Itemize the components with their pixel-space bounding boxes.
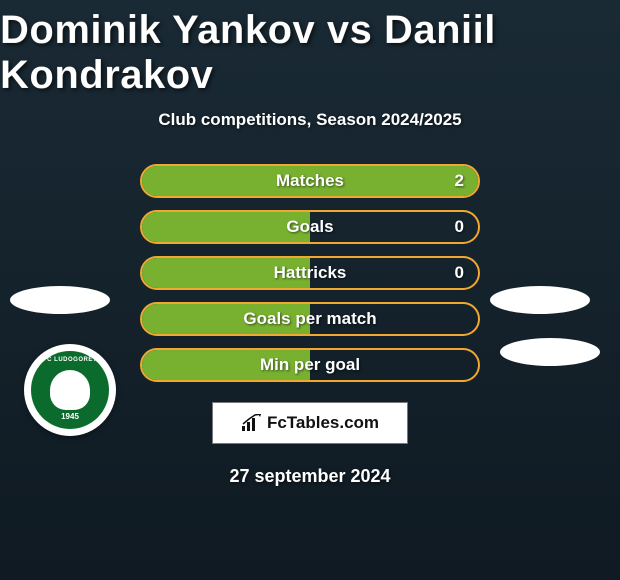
player-photo-right-placeholder-1 [490,286,590,314]
stat-row: Goals per match [140,302,480,336]
stat-label: Hattricks [274,263,347,283]
brand-box[interactable]: FcTables.com [212,402,408,444]
stat-label: Goals per match [243,309,376,329]
date-text: 27 september 2024 [229,466,390,487]
subtitle: Club competitions, Season 2024/2025 [158,110,461,130]
brand-text: FcTables.com [267,413,379,433]
club-badge-inner: PFC LUDOGORETS 1945 [31,351,109,429]
club-badge-left: PFC LUDOGORETS 1945 [24,344,116,436]
club-eagle-icon [50,370,90,410]
stats-area: PFC LUDOGORETS 1945 Matches2Goals0Hattri… [0,164,620,487]
stat-row: Hattricks 0 [140,256,480,290]
stat-value: 2 [455,171,464,191]
stat-row: Min per goal [140,348,480,382]
stat-label: Matches [276,171,344,191]
stat-label: Min per goal [260,355,360,375]
comparison-card: Dominik Yankov vs Daniil Kondrakov Club … [0,0,620,487]
club-year: 1945 [61,412,79,421]
stat-row: Matches 2 [140,164,480,198]
stat-fill [142,212,310,242]
player-photo-right-placeholder-2 [500,338,600,366]
club-ring-text: PFC LUDOGORETS [38,357,101,363]
stat-label: Goals [286,217,333,237]
player-photo-left-placeholder [10,286,110,314]
page-title: Dominik Yankov vs Daniil Kondrakov [0,8,620,98]
stat-value: 0 [455,263,464,283]
stat-value: 0 [455,217,464,237]
brand-chart-icon [241,414,263,432]
stat-row: Goals 0 [140,210,480,244]
